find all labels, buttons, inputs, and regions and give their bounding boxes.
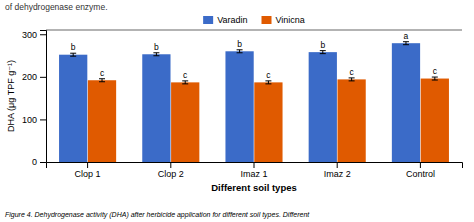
axis-line: [40, 31, 47, 163]
annotations: b b b b a c c c c c: [71, 31, 438, 80]
tick-label: Clop 1: [75, 169, 101, 179]
bar: [88, 80, 116, 162]
chart: of dehydrogenase enzyme. Figure 4. Dehydr…: [0, 0, 474, 222]
tick: 100: [22, 115, 46, 125]
bar: [309, 52, 337, 162]
caption: Figure 4. Dehydrogenase activity (DHA) a…: [5, 211, 310, 219]
plot: b b b b a c c c c c 0 100 200 300 Clop 1 Clop 2 Imaz 1 Im…: [6, 30, 463, 193]
legend-item: Varadin: [203, 15, 247, 25]
tick-label: Imaz 1: [240, 169, 267, 179]
bar: [421, 79, 449, 162]
legend-label: Vinicna: [276, 15, 305, 25]
tick-mark: [87, 162, 88, 168]
tick-mark: [40, 34, 46, 35]
tick-label: 100: [22, 115, 37, 125]
axis-line: [47, 163, 463, 169]
tick-mark: [170, 162, 171, 168]
significance-letter: b: [237, 39, 242, 49]
error-bar: [99, 79, 105, 82]
tick-label: 0: [32, 157, 37, 167]
tick-mark: [40, 162, 46, 163]
legend-swatch: [203, 16, 213, 24]
y-axis: 0 100 200 300: [22, 30, 47, 168]
error-bar: [349, 78, 355, 81]
significance-letter: c: [183, 70, 188, 80]
tick-label: Control: [406, 169, 435, 179]
error-bar: [70, 53, 76, 56]
axis-frame: [46, 30, 462, 31]
series: [59, 42, 420, 162]
tick-label: 300: [22, 30, 37, 40]
tick: Imaz 2: [324, 162, 351, 179]
tick-label: Clop 2: [158, 169, 184, 179]
bar: [171, 82, 199, 162]
x-axis: Clop 1 Clop 2 Imaz 1 Imaz 2 Control: [47, 162, 463, 179]
tick-mark: [40, 119, 46, 120]
marks: [59, 42, 449, 162]
tick: Imaz 1: [240, 162, 267, 179]
legend-item: Vinicna: [262, 15, 305, 25]
series: [88, 77, 449, 162]
tick-label: Imaz 2: [324, 169, 351, 179]
bar: [337, 79, 365, 162]
bar: [59, 55, 87, 162]
significance-letter: c: [266, 70, 271, 80]
tick-label: 200: [22, 72, 37, 82]
bar: [254, 82, 282, 162]
error-bar: [403, 42, 409, 45]
tick: Clop 2: [158, 162, 184, 179]
tick: Clop 1: [75, 162, 101, 179]
x-axis-title: Different soil types: [211, 182, 297, 193]
tick: 300: [22, 30, 46, 40]
error-bar: [237, 50, 243, 53]
y-axis-title: DHA (μg TPF g⁻¹): [6, 60, 16, 132]
tick-mark: [337, 162, 338, 168]
tick: 200: [22, 72, 46, 82]
bar: [142, 54, 170, 162]
legend-swatch: [262, 16, 272, 24]
significance-letter: b: [154, 42, 159, 52]
tick: Control: [406, 162, 435, 179]
significance-letter: a: [404, 31, 409, 41]
title: of dehydrogenase enzyme.: [5, 2, 108, 12]
significance-letter: c: [349, 67, 354, 77]
tick-mark: [40, 77, 46, 78]
significance-letter: c: [433, 66, 438, 76]
tick-mark: [254, 162, 255, 168]
legend: Varadin Vinicna: [203, 15, 305, 25]
tick: 0: [32, 157, 46, 167]
error-bar: [182, 81, 188, 84]
tick-mark: [420, 162, 421, 168]
significance-letter: c: [100, 68, 105, 78]
error-bar: [153, 53, 159, 56]
bar: [225, 51, 253, 162]
error-bar: [320, 51, 326, 54]
error-bar: [432, 77, 438, 80]
bar: [392, 43, 420, 162]
error-bar: [265, 81, 271, 84]
legend-label: Varadin: [217, 15, 247, 25]
significance-letter: b: [320, 40, 325, 50]
significance-letter: b: [71, 42, 76, 52]
